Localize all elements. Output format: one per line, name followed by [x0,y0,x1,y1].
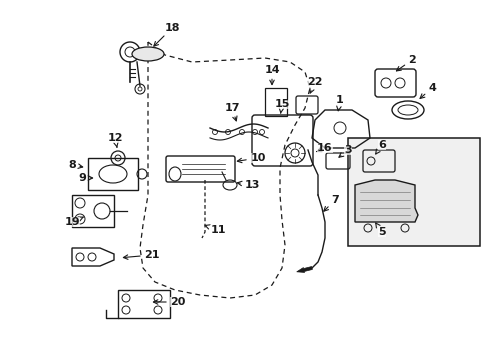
Text: 1: 1 [335,95,343,111]
Text: 22: 22 [306,77,322,93]
Text: 2: 2 [396,55,415,71]
Text: 21: 21 [123,250,160,260]
Text: 12: 12 [107,133,122,147]
Text: 4: 4 [419,83,435,98]
Text: 11: 11 [205,225,225,235]
Bar [88,158,138,190]
Text: 18: 18 [154,23,180,46]
Bar [72,195,114,227]
Text: 15: 15 [274,99,289,113]
Text: 20: 20 [153,297,185,307]
Text: 10: 10 [237,153,265,163]
Text: 19: 19 [64,217,83,227]
Text: 17: 17 [224,103,239,121]
Text: 7: 7 [323,195,338,211]
Bar [118,290,170,318]
Bar [264,88,286,116]
Text: 5: 5 [375,223,385,237]
Bar [347,138,479,246]
FancyArrow shape [296,266,312,273]
Text: 13: 13 [237,180,259,190]
Polygon shape [354,180,417,222]
Ellipse shape [132,47,163,61]
Text: 9: 9 [78,173,92,183]
Text: 8: 8 [68,160,82,170]
Text: 3: 3 [338,145,351,157]
Text: 6: 6 [375,140,385,154]
Text: 16: 16 [316,143,332,153]
Text: 14: 14 [264,65,279,85]
